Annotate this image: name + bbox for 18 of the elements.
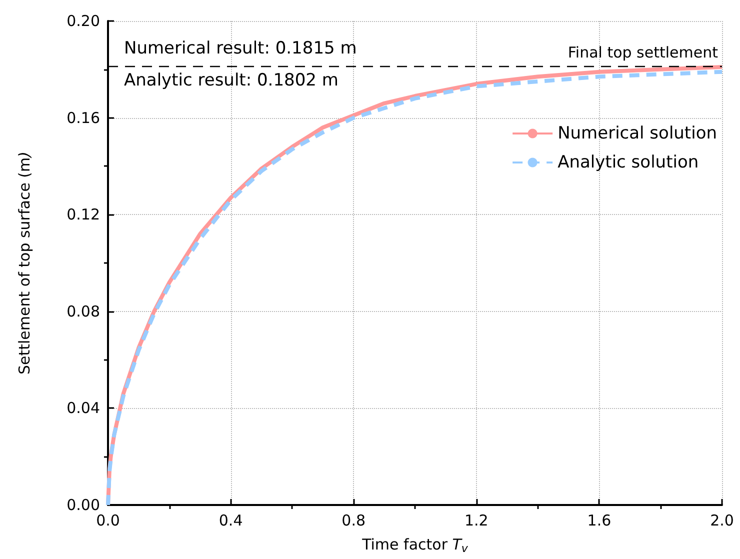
x-tick-label: 1.6 (587, 512, 612, 530)
x-tick-label: 2.0 (710, 512, 734, 530)
x-tick-label: 0.4 (218, 512, 243, 530)
x-tick-label: 0.8 (342, 512, 366, 530)
legend-label: Analytic solution (558, 152, 699, 172)
y-tick-label: 0.16 (66, 108, 100, 127)
x-tick-label: 0.0 (96, 512, 120, 530)
y-tick-label: 0.00 (66, 496, 100, 514)
legend-label: Numerical solution (558, 124, 718, 144)
x-tick-label: 1.2 (464, 512, 488, 530)
y-tick-label: 0.20 (66, 12, 100, 30)
y-tick-label: 0.08 (66, 302, 100, 320)
annotation: Analytic result: 0.1802 m (124, 70, 338, 90)
annotation: Numerical result: 0.1815 m (124, 38, 357, 58)
y-tick-label: 0.04 (66, 399, 100, 418)
ref-line-label: Final top settlement (568, 43, 718, 62)
y-tick-label: 0.12 (66, 206, 100, 224)
y-axis-title: Settlement of top surface (m) (16, 151, 34, 375)
